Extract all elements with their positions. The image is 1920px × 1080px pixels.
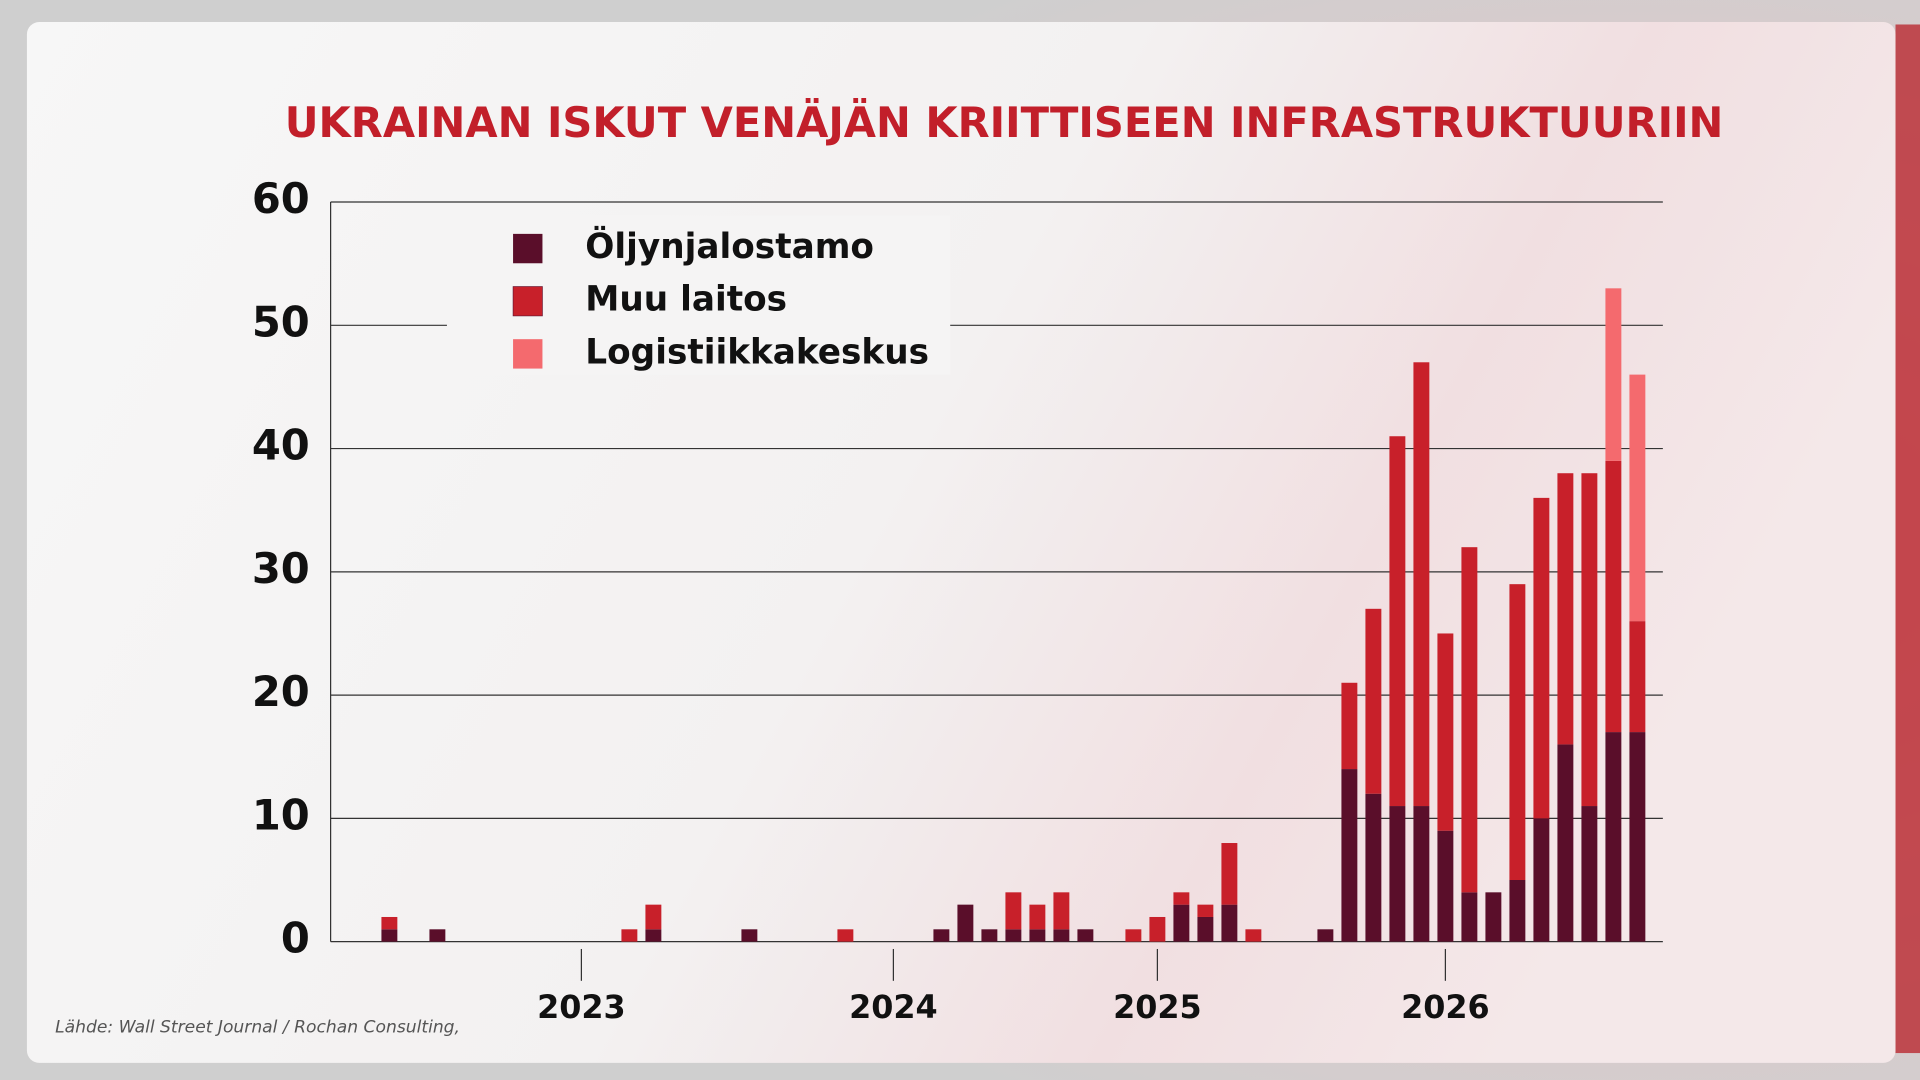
- x-tick-label: 2023: [537, 988, 626, 1026]
- legend-swatch: [513, 339, 543, 369]
- bar-segment: [1221, 843, 1238, 905]
- bar-segment: [1461, 547, 1478, 893]
- legend-swatch: [512, 286, 543, 317]
- bar-segment: [1341, 769, 1358, 942]
- bar-segment: [1413, 362, 1430, 807]
- y-tick-label: 0: [281, 914, 310, 963]
- bar-segment: [1053, 892, 1070, 930]
- legend-label: Logistiikkakeskus: [585, 332, 929, 372]
- bar-segment: [1533, 818, 1550, 942]
- bar-segment: [1533, 497, 1550, 819]
- bar-segment: [1029, 929, 1046, 942]
- bar-segment: [1485, 892, 1502, 942]
- y-tick-label: 20: [252, 667, 310, 716]
- bar-segment: [741, 929, 758, 942]
- chart-title: UKRAINAN ISKUT VENÄJÄN KRIITTISEEN INFRA…: [285, 98, 1724, 147]
- bar-segment: [1197, 904, 1214, 917]
- bar-segment: [1629, 621, 1646, 733]
- bar-segment: [645, 929, 662, 942]
- bar-segment: [1389, 806, 1406, 942]
- bar-segment: [957, 904, 974, 942]
- bar-segment: [1581, 473, 1598, 807]
- bar-segment: [645, 904, 662, 930]
- bar-segment: [1605, 732, 1622, 942]
- bar-segment: [1437, 633, 1454, 831]
- bar-segment: [429, 929, 446, 942]
- x-tick-label: 2024: [849, 988, 938, 1026]
- bar-segment: [1389, 436, 1406, 807]
- bar-segment: [981, 929, 998, 942]
- bar-segment: [1221, 904, 1238, 942]
- bar-segment: [1245, 929, 1262, 942]
- bar-segment: [1173, 904, 1190, 942]
- y-tick-label: 10: [252, 790, 310, 839]
- x-tick-label: 2026: [1401, 988, 1490, 1026]
- bar-segment: [1173, 892, 1190, 905]
- bar-segment: [1197, 916, 1214, 942]
- bar-segment: [1341, 682, 1358, 770]
- y-tick-label: 50: [252, 297, 310, 346]
- bar-segment: [1413, 806, 1430, 942]
- bar-segment: [1509, 880, 1526, 942]
- y-tick-label: 40: [252, 421, 310, 470]
- y-tick-label: 30: [252, 544, 310, 593]
- x-tick-label: 2025: [1113, 988, 1202, 1026]
- bar-segment: [1125, 929, 1142, 942]
- bar-segment: [1605, 460, 1622, 733]
- background-accent: [1895, 24, 1920, 1054]
- bar-segment: [1461, 892, 1478, 942]
- bar-segment: [1317, 929, 1334, 942]
- bar-segment: [1629, 732, 1646, 942]
- bar-segment: [1005, 929, 1022, 942]
- bar-segment: [1605, 288, 1622, 461]
- bar-segment: [381, 916, 398, 930]
- legend-label: Öljynjalostamo: [585, 226, 874, 267]
- bar-segment: [837, 929, 854, 942]
- y-tick-label: 60: [252, 174, 310, 223]
- bar-segment: [1557, 744, 1574, 942]
- bar-segment: [1365, 793, 1382, 942]
- bar-segment: [1005, 892, 1022, 930]
- bar-segment: [1437, 830, 1454, 942]
- bar-segment: [1629, 374, 1646, 622]
- bar-segment: [1053, 929, 1070, 942]
- bar-segment: [621, 929, 638, 942]
- bar-segment: [1149, 916, 1166, 942]
- bar-segment: [381, 929, 398, 942]
- bar-segment: [1557, 473, 1574, 745]
- bar-segment: [933, 929, 950, 942]
- legend-label: Muu laitos: [585, 280, 787, 320]
- bar-segment: [1581, 806, 1598, 942]
- bar-segment: [1029, 904, 1046, 930]
- source: Lähde: Wall Street Journal / Rochan Cons…: [55, 1017, 460, 1037]
- bar-segment: [1365, 608, 1382, 794]
- bar-segment: [1077, 929, 1094, 942]
- bar-segment: [1509, 584, 1526, 880]
- legend-swatch: [513, 233, 543, 264]
